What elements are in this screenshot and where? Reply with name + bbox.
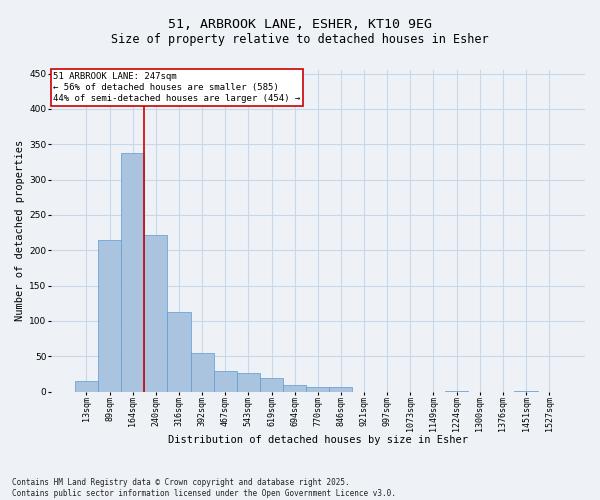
Bar <box>121 152 144 392</box>
Y-axis label: Number of detached properties: Number of detached properties <box>15 140 25 322</box>
Bar <box>75 381 98 392</box>
Text: Contains HM Land Registry data © Crown copyright and database right 2025.
Contai: Contains HM Land Registry data © Crown c… <box>12 478 396 498</box>
Bar <box>260 378 283 392</box>
Bar <box>514 391 538 392</box>
X-axis label: Distribution of detached houses by size in Esher: Distribution of detached houses by size … <box>168 435 468 445</box>
Text: 51, ARBROOK LANE, ESHER, KT10 9EG: 51, ARBROOK LANE, ESHER, KT10 9EG <box>168 18 432 30</box>
Text: Size of property relative to detached houses in Esher: Size of property relative to detached ho… <box>111 32 489 46</box>
Bar <box>144 234 167 392</box>
Bar <box>191 353 214 392</box>
Bar <box>329 388 352 392</box>
Bar <box>98 240 121 392</box>
Bar <box>306 388 329 392</box>
Bar <box>237 374 260 392</box>
Bar <box>445 391 468 392</box>
Bar <box>283 386 306 392</box>
Bar <box>167 312 191 392</box>
Text: 51 ARBROOK LANE: 247sqm
← 56% of detached houses are smaller (585)
44% of semi-d: 51 ARBROOK LANE: 247sqm ← 56% of detache… <box>53 72 301 103</box>
Bar <box>214 371 237 392</box>
